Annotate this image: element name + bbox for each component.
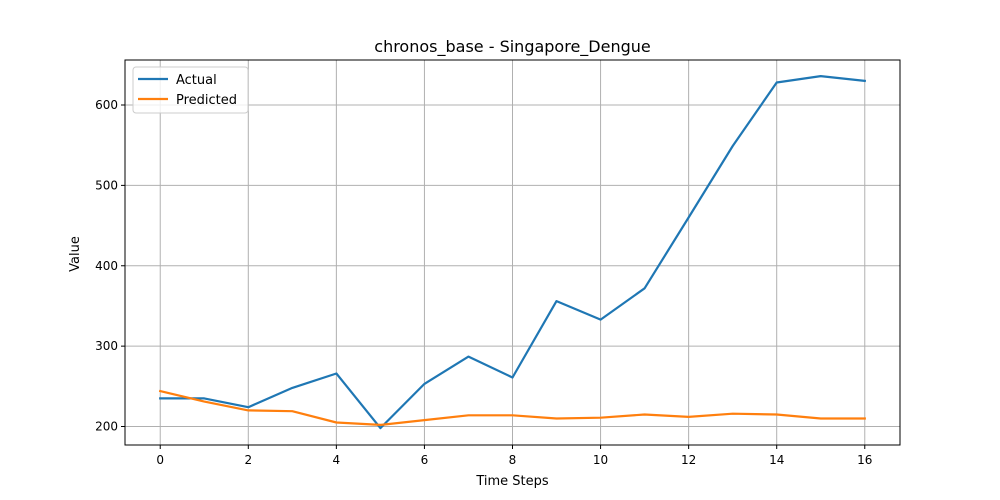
series-line-predicted — [158, 389, 866, 426]
x-tick-label: 14 — [769, 453, 784, 467]
y-tick-label: 300 — [95, 339, 118, 353]
x-tick-label: 6 — [421, 453, 429, 467]
series-line-actual — [159, 74, 867, 430]
x-axis-label: Time Steps — [475, 474, 549, 489]
y-tick-label: 200 — [95, 420, 118, 434]
x-tick-label: 8 — [509, 453, 517, 467]
x-tick-label: 12 — [681, 453, 696, 467]
x-tick-label: 16 — [857, 453, 872, 467]
legend-label-actual: Actual — [176, 73, 217, 88]
chart-title: chronos_base - Singapore_Dengue — [374, 37, 650, 57]
x-tick-label: 0 — [156, 453, 164, 467]
y-axis-label: Value — [68, 236, 83, 272]
y-tick-label: 400 — [95, 259, 118, 273]
y-tick-label: 600 — [95, 98, 118, 112]
x-tick-label: 4 — [333, 453, 341, 467]
x-tick-label: 2 — [244, 453, 252, 467]
plot-area: 0 2 4 6 8 10 12 14 16 200 300 400 500 600 Actual Predic… — [95, 59, 901, 467]
x-tick-label: 10 — [593, 453, 608, 467]
y-tick-label: 500 — [95, 178, 118, 192]
legend-label-predicted: Predicted — [176, 93, 237, 108]
